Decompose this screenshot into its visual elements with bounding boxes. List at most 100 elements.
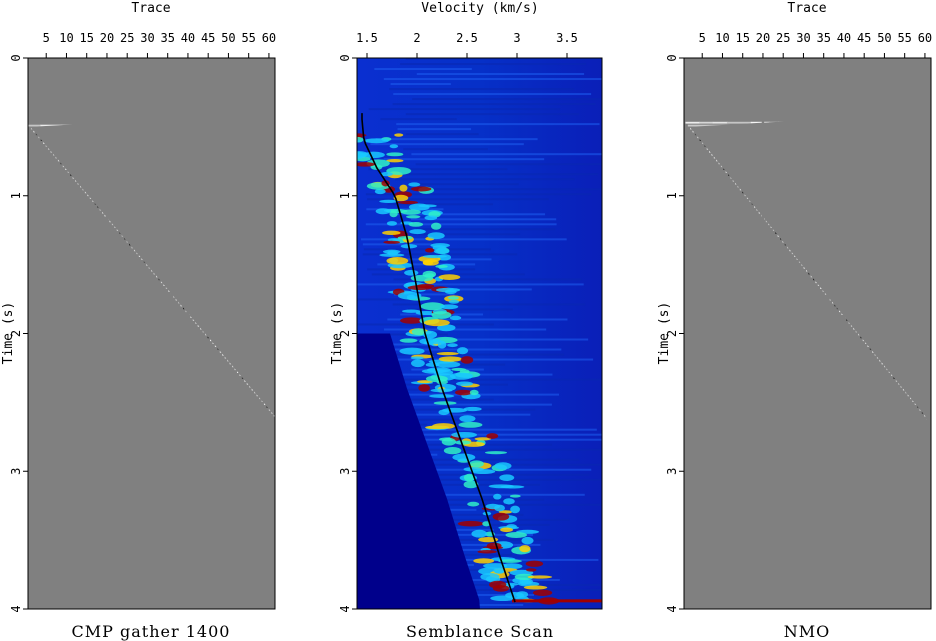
semblance-streak <box>367 198 549 201</box>
semblance-streak <box>387 403 552 406</box>
semblance-streak <box>402 378 602 381</box>
semblance-peak <box>380 172 393 177</box>
dead-trace <box>170 58 173 609</box>
semblance-streak <box>415 163 602 166</box>
semblance-peak <box>437 340 447 349</box>
semblance-peak <box>457 520 484 527</box>
semblance-peak <box>493 493 502 500</box>
semblance-streak <box>361 238 567 241</box>
cmp-left-tick-label: 0 <box>9 54 23 61</box>
semblance-peak <box>430 222 442 230</box>
seismic-event <box>274 197 275 199</box>
semblance-peak <box>499 474 515 481</box>
semblance-peak <box>458 421 483 428</box>
semblance-panel: Velocity (km/s) 1.5 2 2.5 3 3.5 Time (s) 0 1 2… <box>330 1 603 641</box>
cmp-panel: Trace 5 10 15 20 25 30 35 40 45 50 55 60 Time (s) 0… <box>1 1 276 641</box>
seismic-event <box>271 272 275 275</box>
semblance-peak <box>374 188 386 195</box>
semblance-streak <box>366 208 444 211</box>
semblance-peak <box>386 221 398 226</box>
semblance-peak <box>389 144 399 149</box>
semblance-streak <box>393 278 582 281</box>
semblance-image <box>357 58 602 609</box>
cmp-top-tick-label: 45 <box>201 31 215 45</box>
semblance-peak <box>486 542 502 550</box>
semblance-peak <box>382 230 401 236</box>
semblance-streak <box>383 398 494 401</box>
semblance-peak <box>411 359 425 368</box>
semblance-peak <box>383 240 401 244</box>
semblance-no-coverage <box>357 333 480 609</box>
semblance-peak <box>503 498 515 505</box>
semblance-peak <box>510 505 520 514</box>
semblance-peak <box>470 469 496 475</box>
semblance-peak <box>422 260 434 266</box>
semblance-peak <box>489 580 507 589</box>
semblance-streak <box>369 428 597 431</box>
cmp-top-tick-label: 5 <box>43 31 50 45</box>
nmo-left-tick-label: 2 <box>665 330 679 337</box>
cmp-top-tick-label: 15 <box>79 31 93 45</box>
semblance-peak <box>424 319 450 327</box>
semblance-peak <box>404 269 419 276</box>
seismic-event <box>272 321 275 324</box>
semblance-peak <box>514 573 534 581</box>
semblance-peak <box>438 274 461 280</box>
semblance-streak <box>407 393 560 396</box>
seismic-event <box>40 124 63 127</box>
semblance-streak <box>394 293 455 296</box>
seismic-event <box>712 121 728 124</box>
semblance-peak <box>451 367 466 371</box>
semblance-title: Semblance Scan <box>406 622 554 641</box>
semblance-streak <box>396 123 600 126</box>
semblance-left-tick-label: 3 <box>338 468 352 475</box>
semblance-streak <box>411 153 602 156</box>
semblance-peak <box>456 347 469 355</box>
semblance-peak <box>463 480 479 489</box>
seismic-event <box>274 301 275 304</box>
semblance-streak <box>407 338 589 341</box>
semblance-peak <box>484 451 508 455</box>
semblance-peak <box>500 485 525 489</box>
semblance-top-ticks: 1.5 2 2.5 3 3.5 <box>356 31 578 58</box>
semblance-peak <box>500 563 523 570</box>
nmo-top-tick-label: 10 <box>715 31 729 45</box>
nmo-top-tick-label: 60 <box>918 31 932 45</box>
cmp-top-tick-label: 55 <box>241 31 255 45</box>
semblance-peak <box>500 527 514 533</box>
semblance-peak <box>409 229 426 235</box>
semblance-left-tick-label: 2 <box>338 330 352 337</box>
semblance-streak <box>380 118 457 121</box>
cmp-frame <box>27 57 276 610</box>
cmp-top-tick-label: 35 <box>160 31 174 45</box>
semblance-streak <box>400 63 587 66</box>
seismic-event <box>28 124 41 127</box>
semblance-top-tick-label: 1.5 <box>356 31 378 45</box>
semblance-peak <box>386 152 404 157</box>
semblance-streak <box>383 358 594 361</box>
semblance-peak <box>459 415 476 423</box>
dead-trace <box>842 58 846 609</box>
cmp-top-tick-label: 10 <box>59 31 73 45</box>
semblance-peak <box>420 302 445 311</box>
semblance-peak <box>426 367 451 373</box>
semblance-streak <box>411 288 532 291</box>
semblance-streak <box>362 523 550 526</box>
velocity-pick-curve <box>361 113 516 603</box>
nmo-left-tick-label: 1 <box>665 192 679 199</box>
cmp-top-tick-label: 40 <box>181 31 195 45</box>
semblance-peak <box>435 361 461 368</box>
semblance-streak <box>399 538 554 541</box>
semblance-peak <box>386 159 404 163</box>
semblance-peak <box>357 162 375 167</box>
semblance-left-tick-label: 4 <box>338 605 352 612</box>
cmp-top-tick-label: 25 <box>120 31 134 45</box>
semblance-streak <box>399 173 599 176</box>
seismic-event <box>272 295 275 298</box>
semblance-peak <box>463 473 476 482</box>
semblance-streak <box>357 283 584 286</box>
semblance-peak <box>483 563 508 569</box>
semblance-streak <box>368 108 561 111</box>
semblance-peak <box>399 347 425 355</box>
semblance-streak <box>397 128 472 131</box>
